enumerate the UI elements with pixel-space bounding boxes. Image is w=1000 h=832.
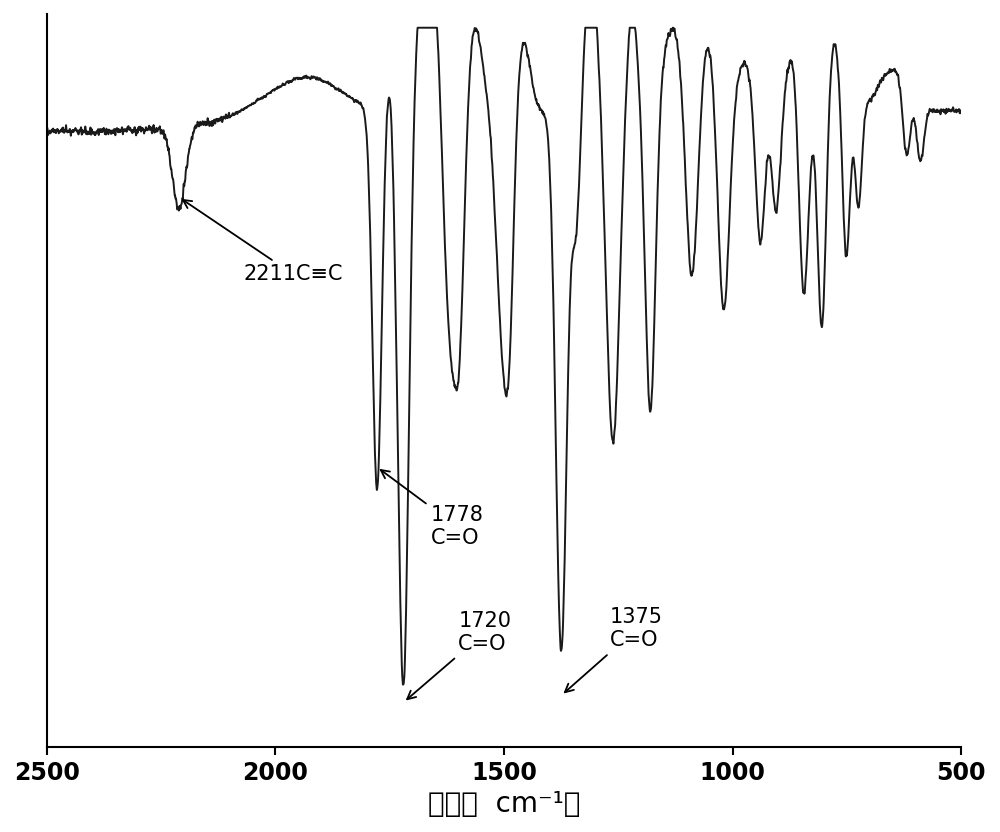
Text: 1375
C=O: 1375 C=O: [565, 607, 663, 692]
Text: 1720
C=O: 1720 C=O: [407, 611, 511, 699]
X-axis label: 波数（  cm⁻¹）: 波数（ cm⁻¹）: [428, 790, 580, 818]
Text: 1778
C=O: 1778 C=O: [381, 470, 484, 548]
Text: 2211C≡C: 2211C≡C: [183, 200, 343, 285]
